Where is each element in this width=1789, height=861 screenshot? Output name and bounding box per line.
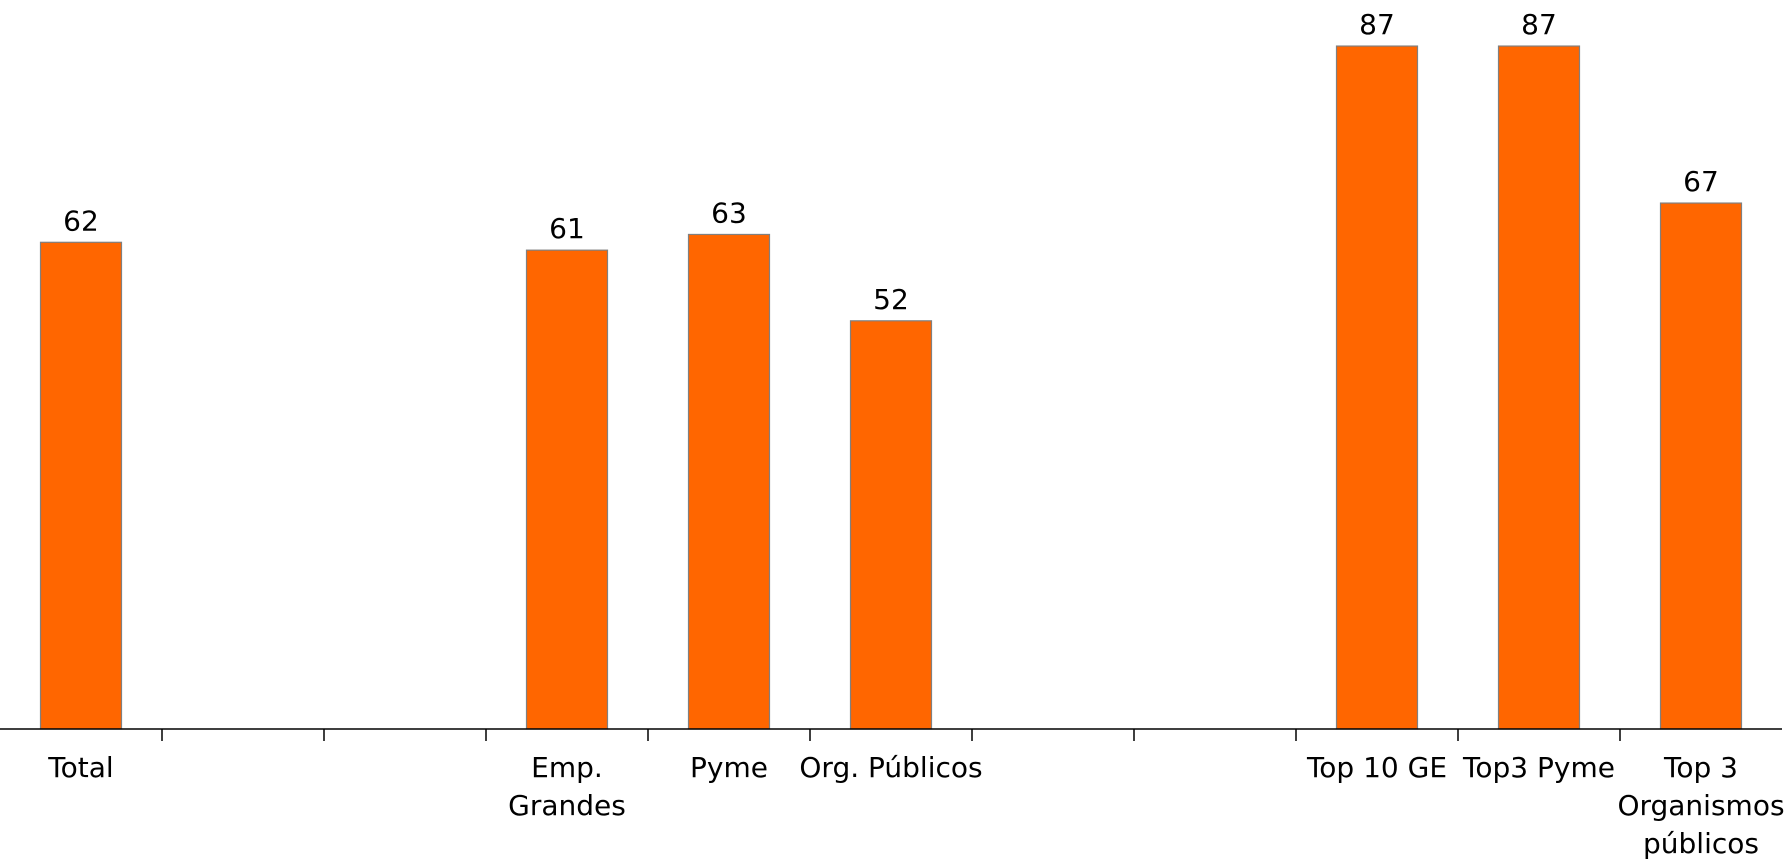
data-label: 62 [63,204,99,237]
bar [525,249,609,730]
category-label: Grandes [508,789,626,822]
data-label: 52 [873,283,909,316]
data-label: 87 [1359,8,1395,41]
data-label: 61 [549,212,585,245]
category-labels-layer: Total Emp. Grandes Pyme Org. Públicos Top 10 … [47,751,1784,860]
data-label: 87 [1521,8,1557,41]
category-label: Pyme [690,751,768,784]
bar [1497,45,1581,730]
data-label: 63 [711,196,747,229]
bar [849,320,933,730]
category-label: Top 10 GE [1306,751,1447,784]
category-label: públicos [1643,827,1759,860]
category-label: Org. Públicos [799,751,982,784]
category-label: Organismos [1617,789,1784,822]
bars-layer [39,45,1743,730]
x-axis [0,728,1782,741]
data-labels-layer: 62 61 63 52 87 87 67 [63,8,1719,316]
category-label: Top3 Pyme [1462,751,1615,784]
category-label: Emp. [531,751,603,784]
bar [39,241,123,730]
category-label: Top 3 [1663,751,1738,784]
data-label: 67 [1683,165,1719,198]
bar [687,233,771,730]
bar [1335,45,1419,730]
category-label: Total [47,751,113,784]
bar [1659,202,1743,730]
